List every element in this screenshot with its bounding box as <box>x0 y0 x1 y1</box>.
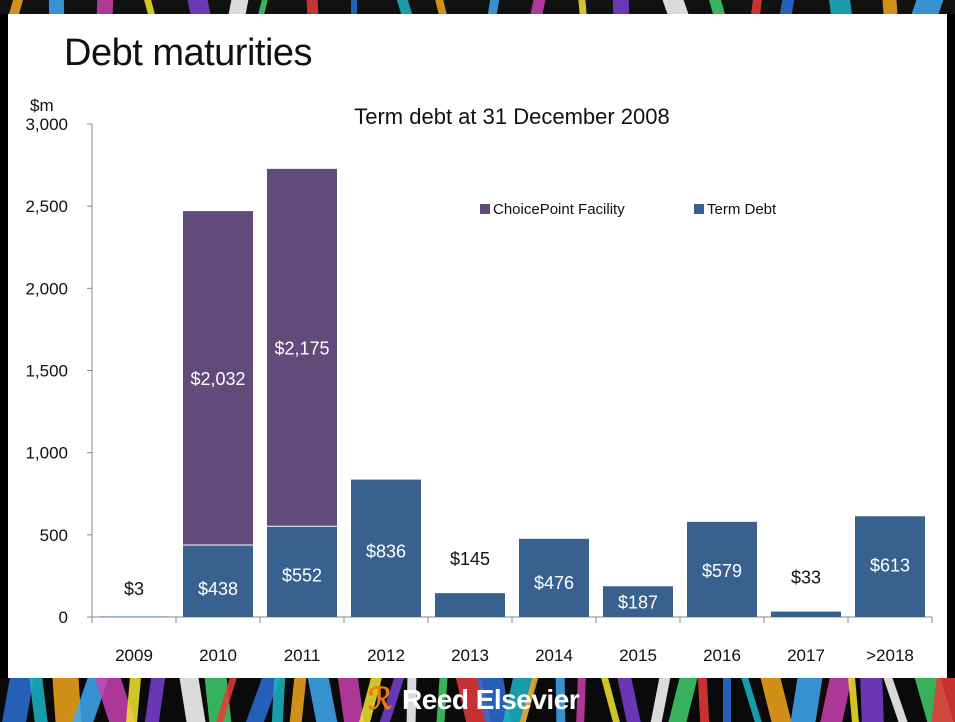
y-tick-label: 2,500 <box>25 197 68 216</box>
decorative-stripe <box>931 678 955 722</box>
x-tick-label: >2018 <box>866 646 914 665</box>
y-tick-label: 0 <box>59 608 68 627</box>
bar-value-label-term-debt: $579 <box>702 561 742 581</box>
decorative-stripe <box>600 678 620 722</box>
bar-term-debt <box>687 521 757 617</box>
y-tick-label: 1,500 <box>25 362 68 381</box>
decorative-stripe <box>760 678 792 722</box>
decorative-stripe <box>847 678 859 722</box>
bar-value-label-term-debt: $438 <box>198 579 238 599</box>
bar-term-debt <box>183 545 253 617</box>
decorative-stripe <box>859 678 884 722</box>
logo-text: Reed Elsevier <box>402 684 580 715</box>
bar-term-debt <box>267 526 337 617</box>
x-tick-label: 2017 <box>787 646 825 665</box>
y-tick-label: 1,000 <box>25 444 68 463</box>
bar-term-debt <box>519 538 589 617</box>
slide-content-panel <box>8 14 947 678</box>
bar-value-label-term-debt: $187 <box>618 593 658 613</box>
decorative-stripe <box>351 0 358 14</box>
bar-value-label-term-debt: $476 <box>534 573 574 593</box>
bar-choicepoint-facility <box>183 211 253 546</box>
x-tick-label: 2015 <box>619 646 657 665</box>
x-tick-label: 2016 <box>703 646 741 665</box>
decorative-left-border <box>0 14 8 678</box>
decorative-stripe <box>179 678 206 722</box>
decorative-stripe <box>126 678 142 722</box>
decorative-stripe <box>883 678 908 722</box>
legend-label: ChoicePoint Facility <box>493 201 625 218</box>
bar-value-label-term-debt: $3 <box>124 579 144 599</box>
decorative-stripe <box>650 678 670 722</box>
bar-value-label-term-debt: $613 <box>870 555 910 575</box>
bar-choicepoint-facility <box>267 168 337 527</box>
decorative-stripe <box>723 678 732 722</box>
bar-term-debt <box>435 593 505 617</box>
x-tick-label: 2009 <box>115 646 153 665</box>
decorative-stripe <box>790 678 823 722</box>
decorative-stripe <box>145 678 166 722</box>
x-tick-label: 2012 <box>367 646 405 665</box>
decorative-bottom-band <box>0 678 955 722</box>
bar-term-debt <box>771 611 841 617</box>
decorative-top-band <box>0 0 955 14</box>
decorative-stripe <box>308 678 338 722</box>
bar-term-debt <box>855 516 925 617</box>
bar-value-label-term-debt: $33 <box>791 568 821 588</box>
y-axis-unit-label: $m <box>30 96 54 115</box>
y-tick-label: 2,000 <box>25 279 68 298</box>
reed-elsevier-logo: ℛ Reed Elsevier <box>368 682 580 718</box>
bar-term-debt <box>603 586 673 617</box>
y-tick-label: 3,000 <box>25 115 68 134</box>
decorative-stripe <box>289 678 306 722</box>
y-tick-label: 500 <box>40 526 68 545</box>
decorative-stripe <box>271 678 285 722</box>
legend-label: Term Debt <box>707 201 777 218</box>
decorative-stripe <box>698 678 710 722</box>
legend-swatch <box>694 204 704 214</box>
x-tick-label: 2013 <box>451 646 489 665</box>
reed-elsevier-logo-icon: ℛ <box>368 682 392 717</box>
decorative-stripe <box>741 678 762 722</box>
decorative-right-border <box>947 14 955 678</box>
decorative-stripe <box>668 678 697 722</box>
decorative-stripe <box>29 678 48 722</box>
chart-title: Term debt at 31 December 2008 <box>354 104 670 129</box>
decorative-stripe <box>820 678 852 722</box>
x-tick-label: 2010 <box>199 646 237 665</box>
x-tick-label: 2011 <box>284 646 321 665</box>
slide-title: Debt maturities <box>64 32 313 74</box>
bar-value-label-term-debt: $145 <box>450 549 490 569</box>
x-tick-label: 2014 <box>535 646 573 665</box>
bar-value-label-term-debt: $552 <box>282 565 322 585</box>
decorative-stripe <box>617 678 641 722</box>
bar-term-debt <box>351 479 421 617</box>
bar-value-label-choicepoint: $2,175 <box>274 339 329 359</box>
bar-value-label-choicepoint: $2,032 <box>190 369 245 389</box>
legend-swatch <box>480 204 490 214</box>
bar-value-label-term-debt: $836 <box>366 542 406 562</box>
